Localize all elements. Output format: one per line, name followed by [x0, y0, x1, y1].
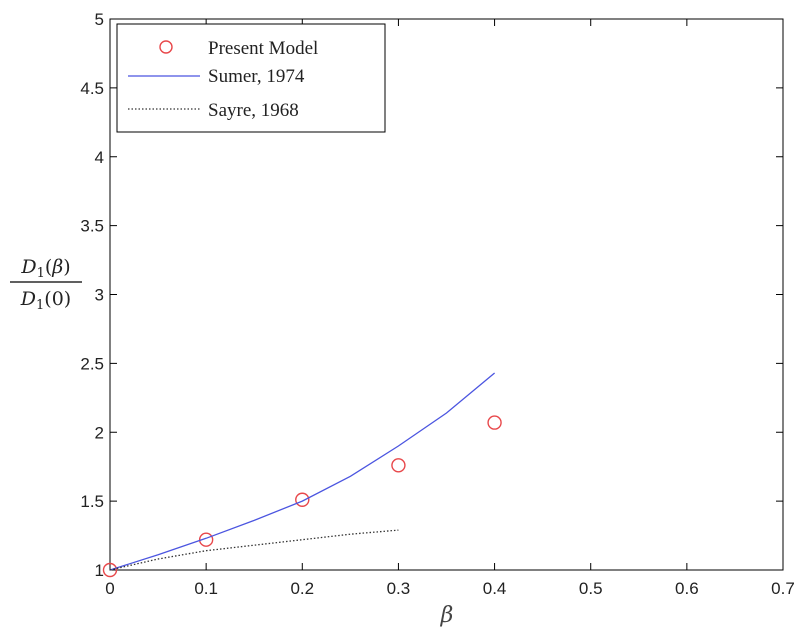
- legend-marker-present-model: [159, 40, 173, 54]
- x-tick-label: 0.1: [194, 579, 218, 598]
- x-tick-label: 0.3: [387, 579, 411, 598]
- x-axis-label: β: [440, 603, 454, 628]
- x-tick-label: 0.6: [675, 579, 699, 598]
- y-tick-label: 3: [95, 286, 104, 305]
- x-tick-label: 0.5: [579, 579, 603, 598]
- data-point-present-model: [198, 532, 214, 547]
- y-label-denominator: D1(0): [20, 288, 71, 313]
- x-tick-label: 0.7: [771, 579, 795, 598]
- y-tick-label: 4: [95, 148, 104, 167]
- y-tick-label: 4.5: [80, 79, 104, 98]
- series-present-model: [102, 415, 502, 578]
- legend-label-sumer: Sumer, 1974: [208, 66, 305, 87]
- x-tick-label: 0.4: [483, 579, 507, 598]
- y-tick-label: 2.5: [80, 354, 104, 373]
- series-line-sumer-1974: [109, 372, 496, 571]
- y-label-numerator: D1(β): [20, 256, 70, 281]
- y-tick-label: 5: [95, 10, 104, 29]
- data-point-present-model: [391, 458, 406, 473]
- legend-label-present-model: Present Model: [208, 38, 318, 59]
- data-point-present-model: [487, 415, 502, 430]
- data-point-present-model: [295, 492, 310, 507]
- x-tick-label: 0: [105, 579, 114, 598]
- y-tick-label: 2: [95, 423, 104, 442]
- x-tick-label: 0.2: [290, 579, 314, 598]
- legend: Present Model Sumer, 1974 Sayre, 1968: [116, 23, 386, 133]
- axis-ticks: 0 0.1 0.2 0.3 0.4 0.5 0.6 0.7 1 1.5 2 2.5 3 3.5 4 4.5 5: [80, 10, 794, 598]
- series-layer: [102, 372, 502, 578]
- legend-label-sayre: Sayre, 1968: [208, 100, 299, 121]
- series-line-sayre-1968: [109, 529, 399, 571]
- y-tick-label: 3.5: [80, 217, 104, 236]
- y-axis-label: D1(β) D1(0): [10, 256, 82, 313]
- y-tick-label: 1.5: [80, 492, 104, 511]
- y-tick-label: 1: [95, 561, 104, 580]
- data-point-present-model: [102, 562, 118, 578]
